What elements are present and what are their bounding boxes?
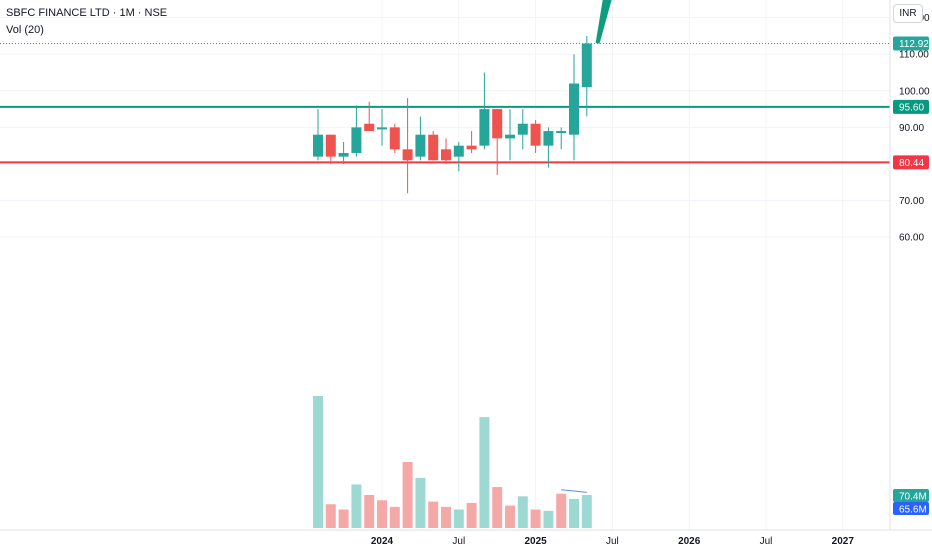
candle-body — [530, 123, 541, 146]
volume-bar — [479, 417, 490, 528]
candle-body — [453, 145, 464, 157]
candle-body — [389, 127, 400, 150]
candle-body — [492, 109, 503, 139]
time-tick-label: 2027 — [832, 536, 855, 547]
price-tick-label: 110.00 — [899, 50, 929, 61]
volume-bar — [543, 510, 554, 528]
candle-body — [556, 131, 567, 134]
time-tick-label: Jul — [760, 536, 773, 547]
volume-bar — [453, 509, 464, 528]
volume-badge: 65.6M — [899, 505, 927, 516]
volume-bar — [351, 484, 362, 528]
volume-bar — [313, 396, 323, 528]
candle-body — [351, 127, 362, 153]
candle-body — [581, 43, 592, 88]
time-tick-label: 2025 — [524, 536, 547, 547]
candle-body — [364, 123, 375, 132]
level-price-badge-bg — [893, 155, 929, 170]
candle-body — [377, 127, 387, 130]
volume-bar — [377, 500, 387, 528]
candle-body — [543, 131, 554, 146]
candle-body — [428, 134, 439, 161]
volume-bar — [505, 505, 515, 528]
candle-body — [466, 145, 477, 150]
time-tick-label: 2026 — [678, 536, 701, 547]
volume-bar — [581, 495, 592, 528]
candle-body — [479, 109, 490, 146]
candle-body — [415, 134, 426, 157]
volume-bar — [466, 502, 477, 528]
candle-body — [517, 123, 528, 135]
time-tick-label: Jul — [606, 536, 619, 547]
volume-badge-bg — [893, 502, 929, 515]
candle-body — [313, 134, 323, 157]
price-tick-label: 100.00 — [899, 86, 930, 97]
candle-body — [338, 152, 349, 157]
candle-body — [325, 134, 336, 157]
volume-bar — [325, 504, 336, 528]
volume-bar — [428, 501, 439, 528]
volume-bar — [338, 509, 349, 528]
volume-ma-line — [561, 489, 587, 493]
level-price-badge-bg — [893, 99, 929, 114]
candle-body — [402, 149, 413, 161]
candle-body — [505, 134, 515, 139]
volume-bar — [517, 496, 528, 528]
level-price-badge: 80.44 — [899, 158, 924, 169]
volume-bar — [402, 462, 413, 528]
time-tick-label: 2024 — [371, 536, 394, 547]
volume-bar — [389, 506, 400, 528]
time-tick-label: Jul — [452, 536, 465, 547]
price-tick-label: 90.00 — [899, 123, 924, 134]
volume-indicator-label[interactable]: Vol (20) — [6, 24, 44, 36]
volume-bar — [556, 493, 567, 528]
candle-body — [441, 149, 451, 161]
candle-body — [569, 83, 579, 135]
price-tick-label: 70.00 — [899, 196, 924, 207]
last-price-badge-bg — [893, 36, 929, 51]
volume-bar — [530, 509, 541, 528]
last-price-badge: 112.92 — [899, 39, 929, 50]
symbol-title[interactable]: SBFC FINANCE LTD · 1M · NSE — [6, 7, 168, 19]
level-price-badge: 95.60 — [899, 102, 924, 113]
volume-bar — [492, 487, 503, 528]
volume-bar — [441, 506, 451, 528]
volume-badge-bg — [893, 489, 929, 502]
volume-bar — [569, 498, 579, 528]
price-tick-label: 60.00 — [899, 233, 924, 244]
volume-bar — [364, 495, 375, 528]
volume-bar — [415, 477, 426, 528]
up-arrow-annotation[interactable] — [595, 0, 652, 44]
volume-badge: 70.4M — [899, 492, 927, 503]
currency-button[interactable]: INR — [893, 4, 923, 23]
